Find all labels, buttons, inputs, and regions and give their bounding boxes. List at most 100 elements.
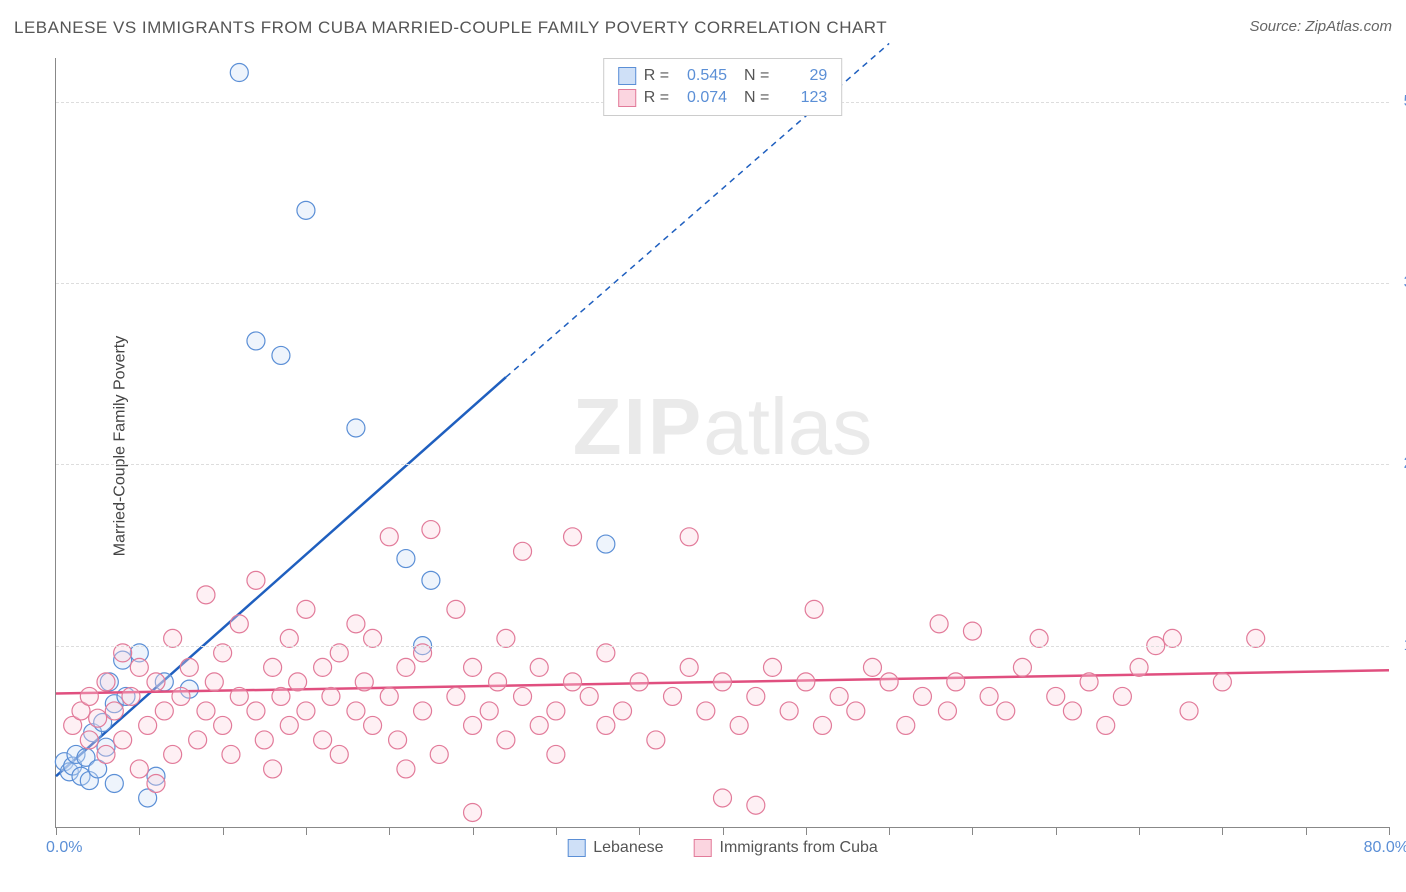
data-point (597, 535, 615, 553)
data-point (597, 716, 615, 734)
data-point (547, 745, 565, 763)
data-point (380, 528, 398, 546)
legend-row: R = 0.545 N = 29 (618, 65, 828, 87)
data-point (464, 716, 482, 734)
data-point (564, 528, 582, 546)
data-point (422, 571, 440, 589)
data-point (255, 731, 273, 749)
data-point (172, 687, 190, 705)
data-point (389, 731, 407, 749)
data-point (280, 716, 298, 734)
x-tick (389, 827, 390, 835)
data-point (489, 673, 507, 691)
data-point (730, 716, 748, 734)
plot-svg (56, 58, 1389, 827)
data-point (147, 673, 165, 691)
data-point (1213, 673, 1231, 691)
x-tick (473, 827, 474, 835)
data-point (530, 716, 548, 734)
data-point (247, 332, 265, 350)
data-point (664, 687, 682, 705)
data-point (863, 658, 881, 676)
x-tick (972, 827, 973, 835)
data-point (97, 673, 115, 691)
data-point (397, 550, 415, 568)
data-point (130, 760, 148, 778)
x-origin-label: 0.0% (46, 839, 82, 857)
data-point (230, 64, 248, 82)
data-point (289, 673, 307, 691)
data-point (780, 702, 798, 720)
data-point (105, 774, 123, 792)
data-point (105, 702, 123, 720)
data-point (139, 716, 157, 734)
data-point (397, 760, 415, 778)
x-tick (306, 827, 307, 835)
data-point (830, 687, 848, 705)
x-max-label: 80.0% (1364, 839, 1406, 857)
data-point (247, 702, 265, 720)
data-point (630, 673, 648, 691)
data-point (947, 673, 965, 691)
data-point (97, 745, 115, 763)
data-point (214, 716, 232, 734)
data-point (364, 716, 382, 734)
data-point (797, 673, 815, 691)
data-point (230, 687, 248, 705)
data-point (747, 796, 765, 814)
data-point (355, 673, 373, 691)
data-point (80, 731, 98, 749)
data-point (155, 702, 173, 720)
data-point (147, 774, 165, 792)
data-point (680, 658, 698, 676)
x-tick (556, 827, 557, 835)
data-point (997, 702, 1015, 720)
data-point (347, 702, 365, 720)
data-point (1080, 673, 1098, 691)
data-point (1047, 687, 1065, 705)
data-point (805, 600, 823, 618)
y-tick-label: 37.5% (1394, 274, 1406, 292)
data-point (122, 687, 140, 705)
y-tick-label: 50.0% (1394, 93, 1406, 111)
gridline (56, 464, 1389, 465)
plot-area: ZIPatlas R = 0.545 N = 29 R = 0.074 N = … (55, 58, 1389, 828)
x-tick (1306, 827, 1307, 835)
data-point (222, 745, 240, 763)
legend-item: Immigrants from Cuba (694, 839, 878, 857)
data-point (297, 201, 315, 219)
data-point (347, 419, 365, 437)
swatch-icon (618, 67, 636, 85)
data-point (272, 687, 290, 705)
data-point (1113, 687, 1131, 705)
data-point (530, 658, 548, 676)
data-point (205, 673, 223, 691)
data-point (963, 622, 981, 640)
data-point (397, 658, 415, 676)
data-point (464, 658, 482, 676)
series-legend: Lebanese Immigrants from Cuba (567, 839, 878, 857)
data-point (714, 789, 732, 807)
data-point (264, 658, 282, 676)
source-attribution: Source: ZipAtlas.com (1249, 18, 1392, 35)
x-tick (889, 827, 890, 835)
data-point (297, 600, 315, 618)
x-tick (223, 827, 224, 835)
correlation-legend: R = 0.545 N = 29 R = 0.074 N = 123 (603, 58, 843, 116)
x-tick (1056, 827, 1057, 835)
data-point (130, 658, 148, 676)
data-point (747, 687, 765, 705)
chart-title: LEBANESE VS IMMIGRANTS FROM CUBA MARRIED… (14, 18, 887, 38)
data-point (680, 528, 698, 546)
data-point (297, 702, 315, 720)
chart-container: LEBANESE VS IMMIGRANTS FROM CUBA MARRIED… (0, 0, 1406, 892)
data-point (1130, 658, 1148, 676)
data-point (813, 716, 831, 734)
data-point (913, 687, 931, 705)
legend-item: Lebanese (567, 839, 663, 857)
data-point (763, 658, 781, 676)
data-point (114, 731, 132, 749)
data-point (197, 586, 215, 604)
data-point (614, 702, 632, 720)
data-point (980, 687, 998, 705)
